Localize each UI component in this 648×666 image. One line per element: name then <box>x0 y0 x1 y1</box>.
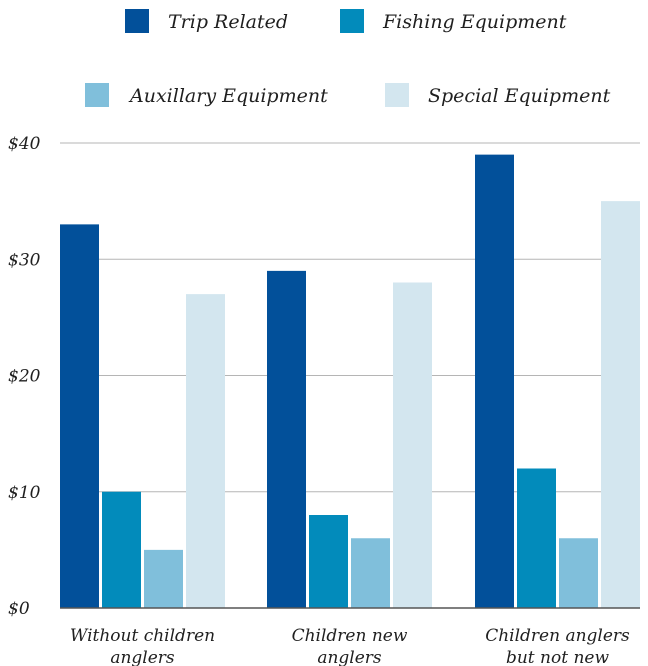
legend-swatch <box>85 83 109 107</box>
x-axis-category-labels: Without children anglers Children new angle… <box>70 626 630 666</box>
x-category-label: anglers <box>317 648 382 666</box>
x-category-label: Children new <box>292 626 408 646</box>
legend: Trip Related Fishing Equipment Auxillary E… <box>85 9 611 107</box>
bar <box>517 468 556 608</box>
legend-label: Auxillary Equipment <box>128 85 328 107</box>
bar <box>393 282 432 608</box>
legend-swatch <box>125 9 149 33</box>
legend-swatch <box>340 9 364 33</box>
y-tick-label: $0 <box>8 599 30 619</box>
bar <box>351 538 390 608</box>
legend-swatch <box>385 83 409 107</box>
bar <box>559 538 598 608</box>
y-tick-label: $30 <box>8 250 41 270</box>
y-tick-label: $10 <box>8 483 41 503</box>
bar <box>475 154 514 608</box>
legend-label: Trip Related <box>168 11 288 33</box>
bar <box>102 491 141 608</box>
bar <box>144 549 183 608</box>
bar <box>601 201 640 608</box>
y-axis-tick-labels: $0 $10 $20 $30 $40 <box>8 134 41 619</box>
y-tick-label: $20 <box>8 367 41 387</box>
x-category-label: anglers <box>110 648 175 666</box>
legend-label: Fishing Equipment <box>382 11 567 33</box>
x-category-label: Children anglers <box>485 626 630 646</box>
bar <box>60 224 99 608</box>
bars <box>60 154 640 608</box>
x-category-label: Without children <box>70 626 215 646</box>
gridlines <box>60 142 640 493</box>
legend-label: Special Equipment <box>428 85 611 107</box>
bar <box>267 270 306 608</box>
bar <box>186 294 225 608</box>
x-category-label: but not new <box>506 648 609 666</box>
y-tick-label: $40 <box>8 134 41 154</box>
bar <box>309 515 348 608</box>
